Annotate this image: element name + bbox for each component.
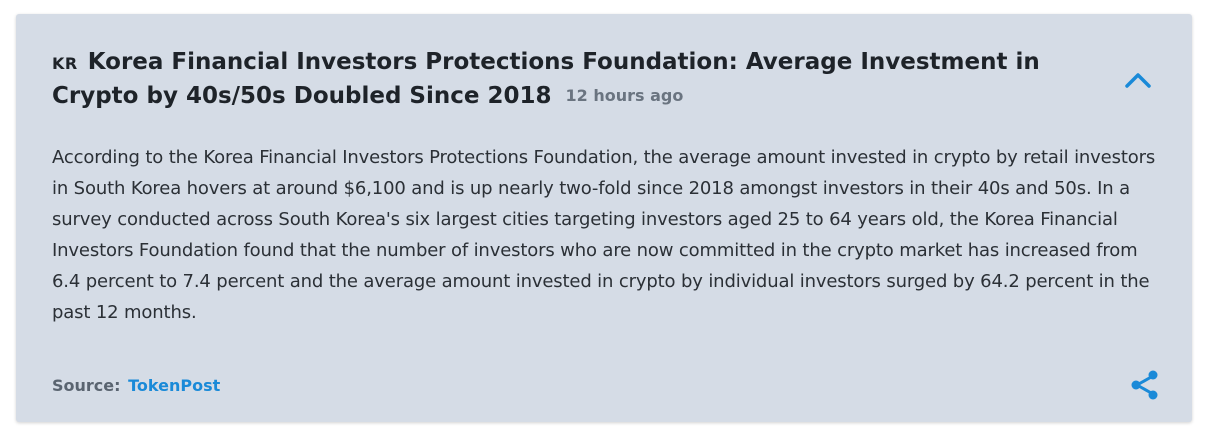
news-card: KR Korea Financial Investors Protections… xyxy=(16,14,1192,422)
share-icon xyxy=(1131,370,1158,400)
country-code: KR xyxy=(52,54,78,73)
source-link[interactable]: TokenPost xyxy=(128,376,221,395)
source-line: Source: TokenPost xyxy=(52,376,220,395)
share-button[interactable] xyxy=(1128,368,1162,402)
news-title: KR Korea Financial Investors Protections… xyxy=(52,46,1052,112)
chevron-up-icon xyxy=(1125,73,1151,88)
news-title-text: Korea Financial Investors Protections Fo… xyxy=(52,49,1040,109)
news-header: KR Korea Financial Investors Protections… xyxy=(52,46,1052,112)
collapse-button[interactable] xyxy=(1120,62,1156,98)
source-label: Source: xyxy=(52,376,121,395)
news-body: According to the Korea Financial Investo… xyxy=(52,147,1156,323)
timestamp: 12 hours ago xyxy=(565,86,684,105)
